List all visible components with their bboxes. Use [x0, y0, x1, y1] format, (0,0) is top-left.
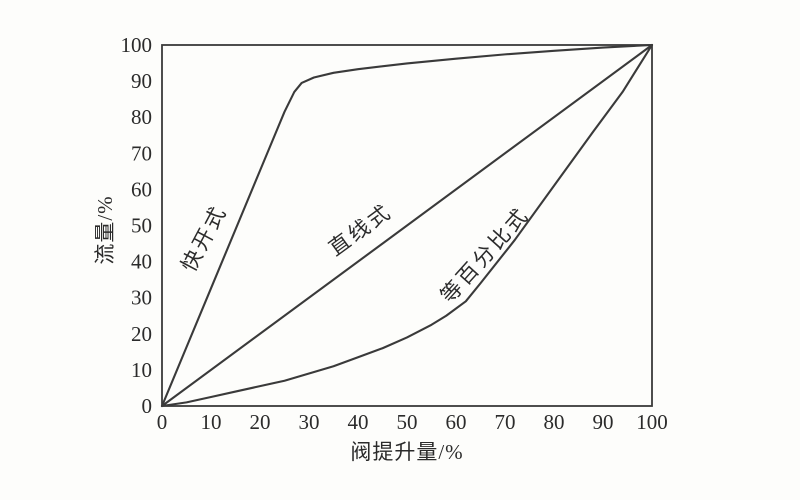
- y-tick-label: 80: [131, 105, 152, 129]
- curve-label-快开式: 快开式: [177, 201, 232, 276]
- y-tick-label: 10: [131, 358, 152, 382]
- x-tick-label: 50: [397, 410, 418, 434]
- curve-快开式: [160, 43, 654, 408]
- x-tick-label: 100: [636, 410, 668, 434]
- y-tick-label: 30: [131, 286, 152, 310]
- x-tick-label: 90: [593, 410, 614, 434]
- x-tick-label: 20: [250, 410, 271, 434]
- y-tick-label: 40: [131, 250, 152, 274]
- curve-等百分比式: [160, 43, 654, 408]
- y-tick-label: 70: [131, 141, 152, 165]
- x-tick-label: 80: [544, 410, 565, 434]
- x-tick-label: 60: [446, 410, 467, 434]
- plot-frame: [161, 44, 653, 407]
- x-axis-title: 阀提升量/%: [350, 440, 463, 464]
- x-tick-label: 0: [157, 410, 168, 434]
- y-tick-label: 90: [131, 69, 152, 93]
- y-tick-label: 100: [121, 33, 153, 57]
- curve-label-等百分比式: 等百分比式: [436, 202, 534, 307]
- x-tick-label: 70: [495, 410, 516, 434]
- y-axis-title: 流量/%: [93, 195, 117, 264]
- x-tick-label: 30: [299, 410, 320, 434]
- y-tick-label: 50: [131, 214, 152, 238]
- curve-label-直线式: 直线式: [324, 199, 396, 261]
- y-tick-label: 0: [142, 394, 153, 418]
- x-tick-label: 40: [348, 410, 369, 434]
- x-tick-label: 10: [201, 410, 222, 434]
- curve-直线式: [160, 43, 654, 408]
- y-tick-label: 20: [131, 322, 152, 346]
- y-tick-label: 60: [131, 177, 152, 201]
